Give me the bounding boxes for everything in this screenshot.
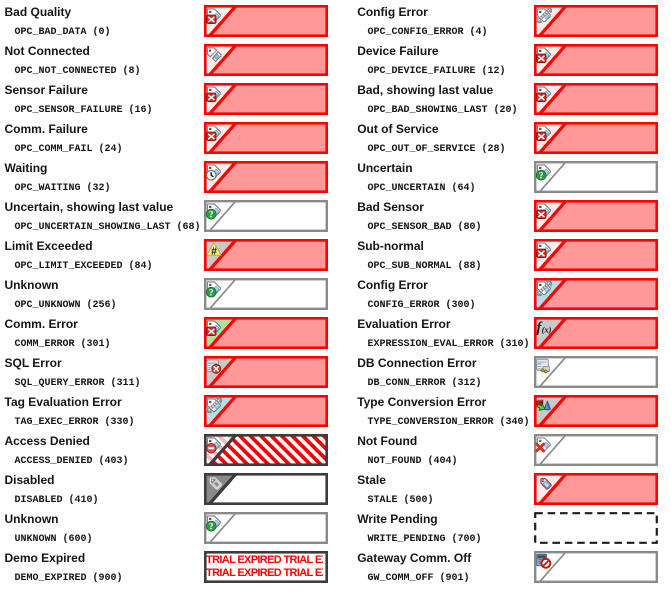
svg-text:?: ? [209, 210, 214, 220]
svg-text:f: f [537, 320, 544, 336]
svg-text:?: ? [209, 522, 214, 532]
svg-text:?: ? [209, 288, 214, 298]
svg-text:#: # [211, 245, 217, 257]
svg-text:?: ? [539, 171, 544, 181]
svg-text:(x): (x) [542, 324, 552, 334]
